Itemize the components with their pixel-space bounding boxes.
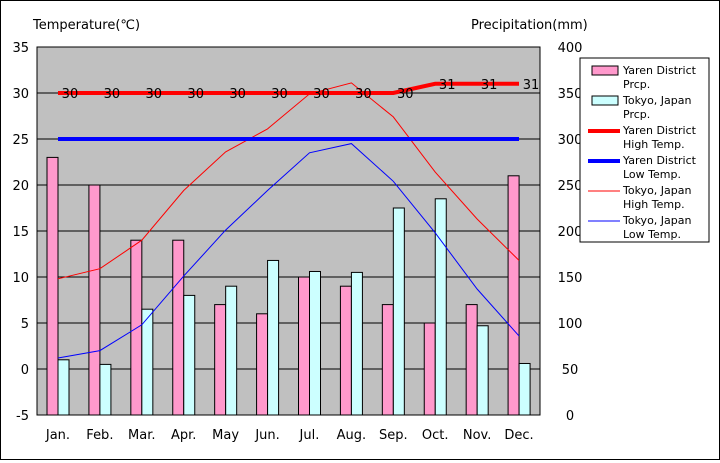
bar-yaren-prcp: [298, 276, 310, 416]
bar-yaren-prcp: [339, 285, 352, 416]
category-label: Aug.: [337, 428, 367, 443]
bar-yaren-prcp: [46, 156, 59, 416]
left-tick-label: 25: [12, 133, 29, 148]
data-label: 30: [146, 87, 163, 102]
bar-tokyo-prcp: [141, 308, 154, 416]
category-label: Nov.: [463, 428, 492, 443]
category-label: Sep.: [379, 428, 408, 443]
legend-label-line1: Yaren District: [622, 154, 697, 167]
right-axis-ticks: 0 50 100 150 200 250 300 350 400: [558, 41, 583, 424]
category-label: Dec.: [504, 428, 533, 443]
left-tick-label: 0: [21, 363, 29, 378]
bar-tokyo-prcp: [392, 207, 405, 416]
bar-tokyo-prcp: [309, 270, 321, 416]
bar-tokyo-prcp: [434, 198, 447, 416]
category-label: Apr.: [171, 428, 196, 443]
data-label: 30: [397, 87, 414, 102]
right-axis-title: Precipitation(mm): [471, 18, 588, 33]
data-label: 30: [313, 87, 330, 102]
legend-label-line2: Prcp.: [623, 78, 650, 91]
data-label: 31: [481, 78, 498, 93]
category-label: Jul.: [299, 428, 320, 443]
data-label: 30: [271, 87, 288, 102]
bar-tokyo-prcp: [99, 363, 112, 416]
category-label: Oct.: [422, 428, 449, 443]
category-label: Mar.: [128, 428, 155, 443]
right-tick-label: 250: [558, 179, 583, 194]
data-label: 30: [229, 87, 246, 102]
right-tick-label: 100: [558, 317, 583, 332]
legend-swatch: [591, 95, 619, 106]
bar-tokyo-prcp: [476, 325, 489, 416]
left-axis-ticks: -5 0 5 10 15 20 25 30 35: [12, 41, 29, 424]
legend-label-line2: Low Temp.: [623, 228, 681, 241]
data-label: 31: [439, 78, 456, 93]
bar-yaren-prcp: [88, 184, 101, 416]
legend-label-line1: Yaren District: [622, 124, 697, 137]
left-tick-label: 30: [12, 87, 29, 102]
line-layer: [57, 81, 520, 359]
legend-label-line1: Tokyo, Japan: [622, 184, 691, 197]
bar-yaren-prcp: [465, 304, 478, 416]
line-series-3: [57, 143, 520, 359]
bar-layer: [46, 156, 531, 416]
bar-yaren-prcp: [381, 304, 394, 416]
left-tick-label: 15: [12, 225, 29, 240]
legend-swatch: [591, 65, 619, 76]
data-label-layer: 30 30 30 30 30 30 30 30 30 31 31 31: [62, 78, 540, 102]
category-label: Feb.: [86, 428, 113, 443]
bar-tokyo-prcp: [225, 285, 238, 416]
category-labels: Jan. Feb. Mar. Apr. May Jun. Jul. Aug. Sep. Oct. N…: [45, 428, 534, 443]
left-tick-label: 35: [12, 41, 29, 56]
bar-yaren-prcp: [172, 239, 185, 416]
bar-tokyo-prcp: [350, 271, 363, 416]
bar-tokyo-prcp: [518, 362, 531, 416]
bar-tokyo-prcp: [183, 294, 196, 416]
category-label: Jan.: [45, 428, 70, 443]
legend-label-line2: Low Temp.: [623, 168, 681, 181]
bar-yaren-prcp: [423, 322, 436, 416]
left-tick-label: 20: [12, 179, 29, 194]
left-axis-title: Temperature(℃): [32, 18, 140, 33]
right-tick-label: 350: [558, 87, 583, 102]
right-tick-label: 400: [558, 41, 583, 56]
legend-label-line1: Tokyo, Japan: [622, 214, 691, 227]
data-label: 30: [62, 87, 79, 102]
legend-label-line2: Prcp.: [623, 108, 650, 121]
category-label: May: [212, 428, 239, 443]
left-tick-label: -5: [16, 409, 29, 424]
data-label: 30: [187, 87, 204, 102]
line-series-0: [58, 81, 519, 95]
bar-tokyo-prcp: [57, 359, 70, 416]
bar-yaren-prcp: [214, 304, 227, 416]
bar-tokyo-prcp: [267, 259, 280, 416]
data-label: 31: [523, 78, 540, 93]
legend-label-line1: Yaren District: [622, 64, 697, 77]
right-tick-label: 150: [558, 271, 583, 286]
legend-label-line2: High Temp.: [623, 138, 685, 151]
category-label: Jun.: [254, 428, 279, 443]
right-tick-label: 50: [562, 363, 579, 378]
left-tick-label: 5: [21, 317, 29, 332]
data-label: 30: [355, 87, 372, 102]
right-tick-label: 0: [566, 409, 574, 424]
bar-yaren-prcp: [256, 313, 269, 416]
right-tick-label: 300: [558, 133, 583, 148]
legend-label-line1: Tokyo, Japan: [622, 94, 691, 107]
bar-yaren-prcp: [507, 175, 520, 416]
right-tick-label: 200: [558, 225, 583, 240]
line-series-2: [57, 82, 520, 280]
data-label: 30: [104, 87, 121, 102]
legend-box: [579, 57, 710, 243]
left-tick-label: 10: [12, 271, 29, 286]
legend-label-line2: High Temp.: [623, 198, 685, 211]
